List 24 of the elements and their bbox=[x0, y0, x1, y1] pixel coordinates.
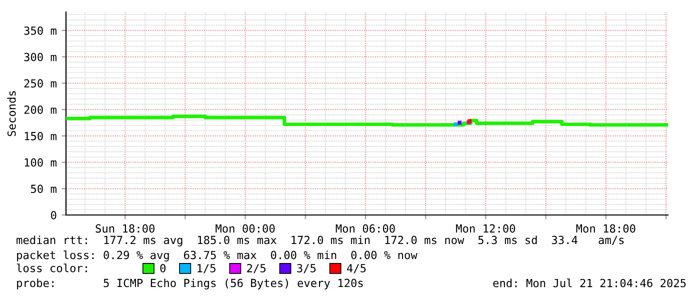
y-tick-label: 150 m bbox=[24, 132, 56, 140]
y-tick-label: 0 bbox=[51, 211, 56, 220]
y-tick-label: 300 m bbox=[24, 52, 56, 62]
text: median rtt: 177.2 ms avg 185.0 ms max 172.0 ms min 172.0 ms now 5.3 ms sd 33.4 am/s bbox=[16, 236, 624, 246]
y-tick-label: 250 m bbox=[24, 79, 56, 88]
x-tick-label: Sun 18:00 bbox=[96, 224, 154, 233]
text: end: Mon Jul 21 21:04:46 2025 bbox=[493, 278, 686, 288]
y-tick-label: 200 m bbox=[24, 106, 56, 114]
text: probe: 5 ICMP Echo Pings (56 Bytes) every 120s bbox=[17, 278, 363, 290]
y-axis-title: Seconds bbox=[7, 91, 16, 136]
legend-title: loss color: bbox=[16, 264, 87, 272]
x-tick-label: Mon 18:00 bbox=[576, 224, 636, 233]
y-tick-label: 350 m bbox=[24, 26, 56, 35]
x-tick-label: Mon 12:00 bbox=[456, 224, 516, 233]
legend-label: 3/5 bbox=[297, 264, 316, 274]
legend-label: 1/5 bbox=[198, 264, 216, 274]
y-tick-label: 50 m bbox=[30, 184, 56, 194]
x-tick-label: Mon 00:00 bbox=[216, 224, 275, 233]
text: packet loss: 0.29 % avg 63.75 % max 0.00 % min 0.00 % now bbox=[17, 250, 418, 262]
legend-label: 2/5 bbox=[247, 264, 266, 274]
y-tick-label: 100 m bbox=[24, 158, 56, 167]
legend-label: 0 bbox=[160, 264, 166, 272]
x-tick-label: Mon 06:00 bbox=[336, 224, 395, 233]
legend-label: 4/5 bbox=[347, 264, 366, 274]
